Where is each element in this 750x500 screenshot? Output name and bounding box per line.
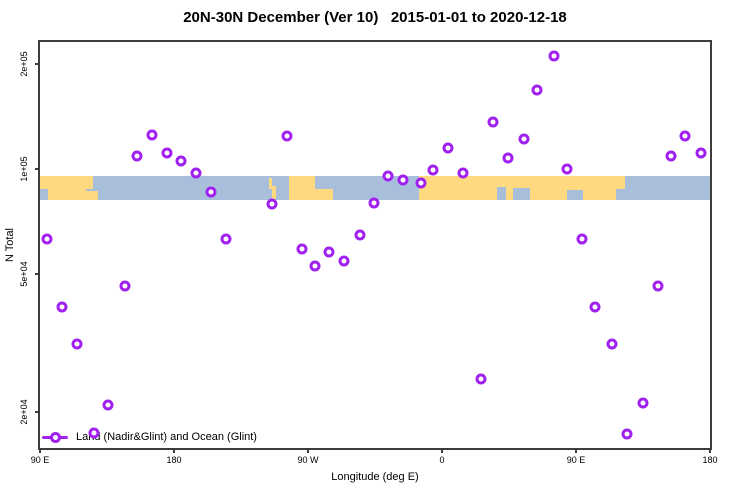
map-band-land-segment [314,189,333,200]
data-point [368,197,379,209]
data-point [427,164,439,176]
data-point [205,186,217,198]
x-tick [307,448,309,453]
data-point [281,130,293,142]
x-tick [441,448,443,453]
chart-title: 20N-30N December (Ver 10) 2015-01-01 to … [183,9,567,26]
data-point [679,130,691,142]
data-point [175,155,187,167]
ticks-layer: 90 E 180 90 W 0 90 E 180 2e+04 5e+04 1e+05 2e+05 [19,42,718,465]
data-point [548,50,560,62]
data-point [354,229,366,241]
data-point [589,301,601,313]
points-layer [40,42,710,448]
data-point [442,142,454,154]
x-axis-title: Longitude (deg E) [331,471,419,483]
legend-label: Land (Nadir&Glint) and Ocean (Glint) [76,431,257,443]
y-tick-label: 2e+04 [19,399,29,425]
data-point [131,150,143,162]
map-band-land-segment [86,176,93,190]
map-band-land-segment [271,185,276,200]
data-point [652,280,664,292]
map-band-water-overlay [513,188,530,200]
data-point [457,167,469,179]
data-point [561,163,573,175]
data-point [695,147,707,159]
data-point [487,116,499,128]
data-point [309,260,321,272]
map-band-land-segment [80,190,99,200]
data-point [637,397,649,409]
y-tick-label: 2e+05 [19,51,29,77]
plot-box: Land (Nadir&Glint) and Ocean (Glint) 90 … [19,40,718,465]
data-point [88,427,100,439]
data-point [296,243,308,255]
y-tick [35,272,40,275]
y-tick-label: 5e+04 [19,260,29,287]
data-point [266,198,278,210]
x-tick-label: 90 E [566,455,586,465]
data-point [382,170,394,182]
data-point [518,133,530,145]
x-tick-label: 180 [166,455,182,465]
data-point [576,233,588,245]
y-tick-label: 1e+05 [19,156,29,182]
data-point [475,373,487,385]
x-tick-label: 90 W [297,455,319,465]
data-point [220,233,232,245]
x-tick-label: 90 E [30,455,50,465]
map-band-water-overlay [567,189,584,200]
x-tick [173,448,175,453]
y-tick [35,167,40,170]
map-band-water-overlay [40,189,49,200]
x-tick [575,448,577,453]
data-point [41,233,53,245]
map-band-land-segment [289,176,315,200]
data-point [161,147,173,159]
y-tick [35,62,40,65]
data-point [621,428,633,440]
data-point [56,301,68,313]
data-point [102,399,114,411]
x-tick [709,448,711,453]
data-point [606,338,618,350]
data-point [665,150,677,162]
legend-marker-icon [42,431,68,443]
data-point [190,167,202,179]
data-point [119,280,131,292]
legend: Land (Nadir&Glint) and Ocean (Glint) [42,431,257,443]
map-band-land-segment [268,177,273,190]
data-point [415,177,427,189]
data-point [71,338,83,350]
data-point [531,84,543,96]
map-band-land-segment [40,176,87,200]
y-tick [35,411,40,414]
x-tick [39,448,41,453]
data-point [323,246,335,258]
x-tick-label: 0 [439,455,445,465]
y-axis-title: N Total [4,227,16,263]
data-point [397,174,409,186]
data-point [502,152,513,164]
map-band-water-overlay [616,189,626,200]
data-point [146,129,158,141]
map-band-water-overlay [497,186,506,200]
data-point [338,255,350,267]
x-tick-label: 180 [702,455,718,465]
